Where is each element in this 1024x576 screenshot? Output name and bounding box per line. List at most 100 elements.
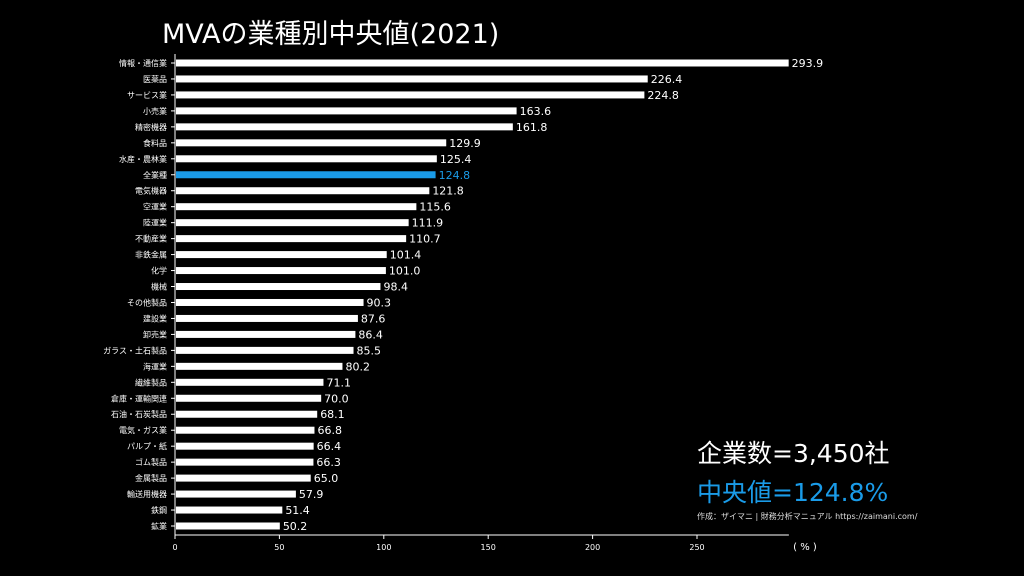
data-label: 68.1 [320, 408, 345, 421]
data-label: 224.8 [647, 89, 679, 102]
category-label: ガラス・土石製品 [103, 345, 167, 355]
bar [176, 506, 283, 514]
data-label: 65.0 [314, 472, 339, 485]
category-label: 不動産業 [135, 234, 167, 244]
category-label: ゴム製品 [135, 457, 167, 467]
bar [176, 394, 322, 402]
bar [176, 314, 358, 322]
bar [176, 139, 447, 147]
bar [176, 283, 381, 291]
category-label: 空運業 [143, 202, 167, 212]
category-label: 海運業 [143, 361, 167, 371]
data-label: 129.9 [449, 137, 481, 150]
data-label: 163.6 [520, 105, 552, 118]
data-label: 66.3 [316, 456, 341, 469]
category-label: 倉庫・運輸関連 [111, 393, 167, 403]
data-label: 57.9 [299, 488, 324, 501]
data-label: 50.2 [283, 520, 308, 533]
bar [176, 171, 436, 179]
data-label: 111.9 [412, 217, 444, 230]
credit-text: 作成：ザイマニ | 財務分析マニュアル https://zaimani.com/ [697, 512, 918, 521]
x-axis-label: ( % ) [793, 542, 817, 553]
category-label: 陸運業 [143, 218, 167, 228]
data-label: 124.8 [439, 169, 471, 182]
category-label: 鉱業 [151, 521, 167, 531]
bar [176, 522, 280, 530]
category-label: 非鉄金属 [135, 250, 167, 260]
bar [176, 410, 318, 418]
category-label: 機械 [151, 282, 167, 292]
data-label: 98.4 [383, 281, 408, 294]
category-label: その他製品 [127, 297, 167, 307]
bar [176, 123, 513, 131]
bar [176, 251, 387, 259]
company-count-annotation: 企業数=3,450社 [697, 439, 890, 468]
data-label: 101.0 [389, 265, 421, 278]
x-tick-label: 150 [481, 543, 496, 552]
x-tick-label: 50 [274, 543, 284, 552]
category-label: 電気・ガス業 [119, 425, 167, 435]
category-label: 小売業 [143, 106, 167, 116]
category-label: 輸送用機器 [127, 489, 167, 499]
category-label: 建設業 [143, 313, 167, 323]
data-label: 70.0 [324, 392, 349, 405]
data-label: 90.3 [367, 296, 392, 309]
bar [176, 458, 314, 466]
data-label: 293.9 [792, 57, 824, 70]
bar [176, 378, 324, 386]
data-label: 66.8 [317, 424, 342, 437]
bar [176, 235, 407, 243]
bar [176, 346, 354, 354]
data-label: 87.6 [361, 312, 386, 325]
data-label: 80.2 [345, 360, 370, 373]
category-label: パルプ・紙 [127, 441, 167, 451]
bar [176, 474, 311, 482]
x-tick-label: 0 [172, 543, 177, 552]
x-tick-label: 200 [585, 543, 600, 552]
bar [176, 442, 314, 450]
category-label: 電気機器 [135, 186, 167, 196]
data-label: 115.6 [419, 201, 451, 214]
data-label: 101.4 [390, 249, 422, 262]
category-label: 金属製品 [135, 473, 167, 483]
bar [176, 219, 409, 227]
bar [176, 426, 315, 434]
category-label: 水産・農林業 [119, 154, 167, 164]
bar [176, 362, 343, 370]
data-label: 121.8 [432, 185, 464, 198]
x-tick-label: 100 [376, 543, 391, 552]
data-label: 86.4 [358, 328, 383, 341]
chart-title: MVAの業種別中央値(2021) [162, 19, 500, 50]
category-label: 繊維製品 [135, 377, 167, 387]
data-label: 85.5 [357, 344, 382, 357]
bar [176, 203, 417, 211]
data-label: 71.1 [326, 376, 351, 389]
category-label: 医薬品 [143, 74, 167, 84]
x-tick-label: 250 [689, 543, 704, 552]
median-annotation: 中央値=124.8% [697, 478, 889, 507]
bar [176, 298, 364, 306]
bar [176, 330, 356, 338]
category-label: 石油・石炭製品 [111, 409, 167, 419]
bar [176, 490, 296, 498]
data-label: 125.4 [440, 153, 472, 166]
category-label: 精密機器 [135, 122, 167, 132]
bar [176, 187, 430, 195]
bar [176, 155, 437, 163]
category-label: 卸売業 [143, 329, 167, 339]
bar [176, 59, 789, 67]
category-label: 鉄鋼 [151, 505, 167, 515]
data-label: 66.4 [317, 440, 342, 453]
category-label: 情報・通信業 [119, 58, 167, 68]
data-label: 110.7 [409, 233, 441, 246]
bar [176, 107, 517, 115]
category-label: 食料品 [143, 138, 167, 148]
category-label: 化学 [151, 266, 167, 276]
category-label: サービス業 [127, 90, 167, 100]
data-label: 51.4 [285, 504, 310, 517]
bar [176, 75, 648, 83]
category-label: 全業種 [143, 170, 167, 180]
data-label: 226.4 [651, 73, 683, 86]
bar [176, 267, 386, 275]
